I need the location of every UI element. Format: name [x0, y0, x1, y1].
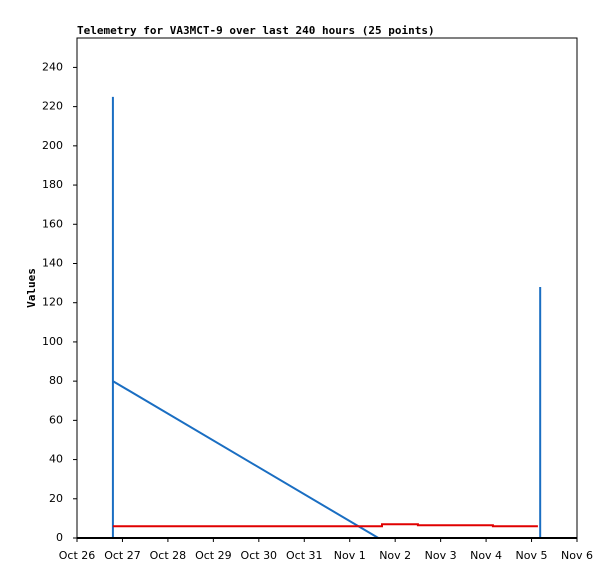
x-tick-label: Nov 6: [561, 549, 593, 562]
y-tick-label: 160: [42, 217, 63, 230]
y-tick-label: 20: [49, 492, 63, 505]
y-tick-label: 180: [42, 178, 63, 191]
x-tick-label: Oct 28: [150, 549, 187, 562]
y-tick-label: 200: [42, 139, 63, 152]
series-line: [112, 523, 538, 528]
x-tick-label: Nov 2: [379, 549, 411, 562]
x-tick-label: Oct 27: [104, 549, 141, 562]
y-tick-label: 240: [42, 60, 63, 73]
x-tick-label: Nov 1: [334, 549, 366, 562]
y-tick-label: 60: [49, 413, 63, 426]
x-tick-label: Nov 5: [516, 549, 548, 562]
x-tick-label: Oct 26: [59, 549, 96, 562]
y-tick-label: 100: [42, 335, 63, 348]
x-tick-label: Nov 3: [425, 549, 457, 562]
y-tick-label: 220: [42, 100, 63, 113]
y-tick-label: 80: [49, 374, 63, 387]
series-line: [111, 96, 542, 539]
x-tick-label: Oct 29: [195, 549, 232, 562]
chart-title: Telemetry for VA3MCT-9 over last 240 hou…: [77, 24, 435, 37]
y-tick-label: 40: [49, 453, 63, 466]
y-tick-label: 120: [42, 296, 63, 309]
y-tick-label: 140: [42, 256, 63, 269]
x-tick-label: Oct 30: [241, 549, 278, 562]
x-tick-label: Nov 4: [470, 549, 502, 562]
plot-frame: [76, 37, 578, 539]
x-tick-label: Oct 31: [286, 549, 323, 562]
y-axis-label: Values: [25, 268, 38, 308]
y-tick-label: 0: [56, 531, 63, 544]
